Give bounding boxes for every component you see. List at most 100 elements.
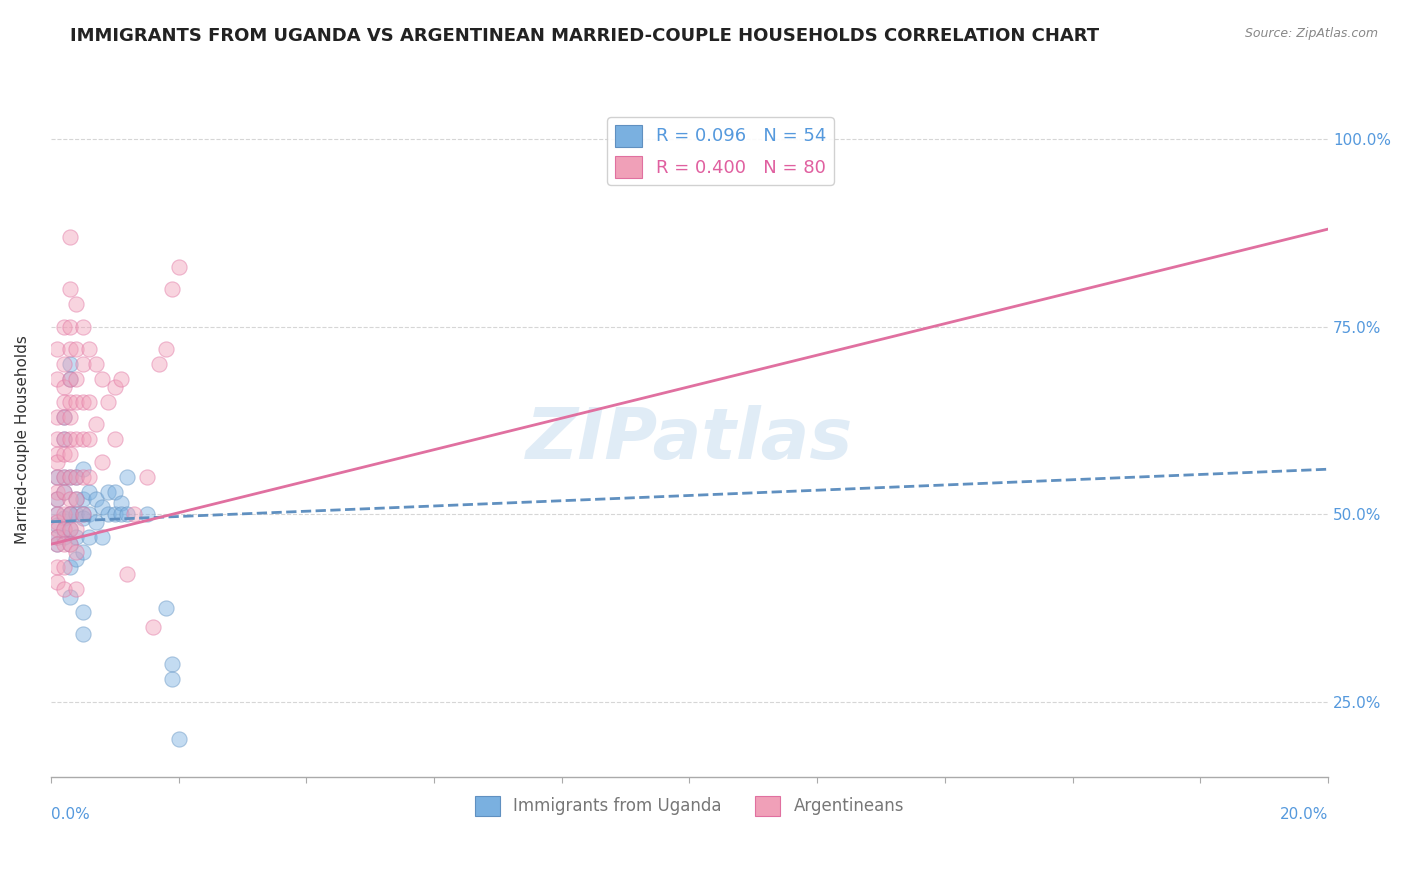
Point [52,537,75,551]
Point [77,432,100,446]
Point [155,601,177,615]
Point [65,432,87,446]
Point [59,469,82,483]
Point [59,522,82,536]
Point [46,447,69,461]
Point [59,409,82,424]
Point [59,229,82,244]
Point [104,432,127,446]
Point [72,507,94,521]
Point [46,469,69,483]
Point [59,357,82,371]
Point [142,620,165,634]
Point [59,447,82,461]
Legend: Immigrants from Uganda, Argentineans: Immigrants from Uganda, Argentineans [468,789,911,822]
Point [167,732,190,747]
Text: Source: ZipAtlas.com: Source: ZipAtlas.com [1244,27,1378,40]
Point [77,469,100,483]
Point [65,492,87,507]
Point [104,484,127,499]
Point [117,507,139,521]
Point [72,432,94,446]
Point [52,582,75,597]
Point [59,559,82,574]
Point [72,469,94,483]
Point [46,530,69,544]
Point [84,492,107,507]
Point [46,507,69,521]
Point [77,484,100,499]
Point [72,462,94,476]
Point [52,484,75,499]
Point [65,530,87,544]
Point [46,537,69,551]
Point [104,379,127,393]
Point [52,469,75,483]
Point [148,357,170,371]
Point [52,522,75,536]
Point [65,552,87,566]
Point [72,605,94,619]
Point [46,484,69,499]
Text: 0.0%: 0.0% [51,807,90,822]
Text: ZIPatlas: ZIPatlas [526,405,853,474]
Point [77,342,100,356]
Point [52,447,75,461]
Point [46,492,69,507]
Point [72,357,94,371]
Point [46,522,69,536]
Point [59,319,82,334]
Point [59,372,82,386]
Point [65,342,87,356]
Point [46,342,69,356]
Point [84,417,107,432]
Point [65,297,87,311]
Point [135,507,157,521]
Point [90,455,112,469]
Y-axis label: Married-couple Households: Married-couple Households [15,334,30,543]
Point [46,537,69,551]
Text: 20.0%: 20.0% [1279,807,1329,822]
Point [46,507,69,521]
Point [65,507,87,521]
Point [59,507,82,521]
Point [46,515,69,529]
Point [52,432,75,446]
Point [52,507,75,521]
Point [72,394,94,409]
Point [46,372,69,386]
Point [155,342,177,356]
Point [52,357,75,371]
Point [117,567,139,582]
Point [110,507,132,521]
Point [59,492,82,507]
Point [160,673,183,687]
Point [52,409,75,424]
Point [65,469,87,483]
Point [59,590,82,604]
Point [160,282,183,296]
Point [46,530,69,544]
Point [65,492,87,507]
Point [65,394,87,409]
Point [77,530,100,544]
Point [46,455,69,469]
Point [52,409,75,424]
Point [59,432,82,446]
Point [52,530,75,544]
Point [72,627,94,641]
Point [52,432,75,446]
Point [110,372,132,386]
Point [46,469,69,483]
Point [59,507,82,521]
Point [59,282,82,296]
Point [160,657,183,672]
Text: IMMIGRANTS FROM UGANDA VS ARGENTINEAN MARRIED-COUPLE HOUSEHOLDS CORRELATION CHAR: IMMIGRANTS FROM UGANDA VS ARGENTINEAN MA… [70,27,1099,45]
Point [46,518,69,533]
Point [122,507,145,521]
Point [135,469,157,483]
Point [59,394,82,409]
Point [167,260,190,274]
Point [90,530,112,544]
Point [77,507,100,521]
